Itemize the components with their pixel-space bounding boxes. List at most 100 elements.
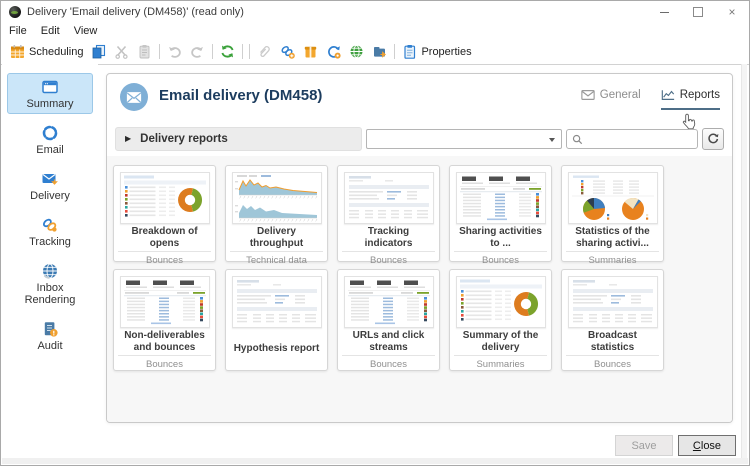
report-category: Summaries — [566, 251, 659, 270]
search-icon — [572, 134, 583, 144]
chevron-down-icon — [549, 138, 555, 142]
table-thumbnail — [231, 276, 322, 328]
kpi-table-thumbnail — [455, 172, 546, 224]
report-card-breakdown-of-opens[interactable]: Breakdown of opens Bounces — [113, 165, 216, 266]
report-card-tracking-indicators[interactable]: Tracking indicators Bounces — [337, 165, 440, 266]
save-label: Save — [631, 439, 657, 452]
delivery-icon — [41, 170, 59, 188]
report-category: Bounces — [118, 355, 211, 374]
report-category: Technical data — [230, 251, 323, 270]
scheduling-label: Scheduling — [29, 45, 84, 58]
sidebar-item-audit[interactable]: Audit — [7, 315, 93, 356]
main-area: Email delivery (DM458) General Reports — [98, 64, 748, 458]
close-label-rest: lose — [700, 439, 722, 452]
close-window-button[interactable]: × — [715, 1, 749, 23]
sidebar-item-summary[interactable]: Summary — [7, 73, 93, 114]
add-link-button[interactable] — [276, 42, 299, 61]
report-card-statistics-of-the-sharing-activi[interactable]: Statistics of the sharing activi... Summ… — [561, 165, 664, 266]
refresh-list-button[interactable] — [702, 128, 724, 150]
toolbar-separator — [242, 44, 244, 59]
email-icon — [41, 124, 59, 142]
redo-button[interactable] — [186, 42, 209, 61]
report-card-broadcast-statistics[interactable]: Broadcast statistics Bounces — [561, 269, 664, 371]
paste-button[interactable] — [133, 42, 156, 61]
table-thumbnail — [567, 276, 658, 328]
refresh-button[interactable] — [216, 42, 239, 61]
page-title: Email delivery (DM458) — [159, 87, 323, 104]
sidebar-item-tracking[interactable]: Tracking — [7, 211, 93, 252]
properties-button[interactable]: Properties — [398, 42, 475, 61]
menu-view[interactable]: View — [73, 25, 98, 37]
table-donut-thumbnail — [119, 172, 210, 224]
table-thumbnail — [343, 172, 434, 224]
kpi-table-thumbnail — [119, 276, 210, 328]
toolbar-separator — [249, 44, 251, 59]
search-box — [566, 129, 698, 149]
tab-reports[interactable]: Reports — [660, 89, 720, 110]
reports-controls-row: ▶ Delivery reports — [115, 127, 724, 151]
webapp-icon — [349, 44, 364, 59]
minimize-button[interactable] — [647, 1, 681, 23]
attachment-button[interactable] — [253, 42, 276, 61]
report-category: Bounces — [342, 251, 435, 270]
sidebar-item-email[interactable]: Email — [7, 119, 93, 160]
tab-strip: General Reports — [581, 89, 720, 129]
menu-file[interactable]: File — [9, 25, 27, 37]
app-logo-icon — [9, 6, 21, 18]
line-chart-icon — [661, 90, 674, 100]
redo-icon — [190, 44, 205, 59]
report-category: Bounces — [566, 355, 659, 374]
report-title: Statistics of the sharing activi... — [575, 226, 650, 249]
toolbar-separator — [159, 44, 161, 59]
webapp-button[interactable] — [345, 42, 368, 61]
report-card-non-deliverables-and-bounces[interactable]: Non-deliverables and bounces Bounces — [113, 269, 216, 371]
maximize-button[interactable] — [681, 1, 715, 23]
report-title: Breakdown of opens — [131, 226, 198, 249]
reload-icon — [708, 133, 719, 144]
report-card-delivery-throughput[interactable]: Delivery throughput Technical data — [225, 165, 328, 266]
sidebar-item-delivery[interactable]: Delivery — [7, 165, 93, 206]
delivery-panel: Email delivery (DM458) General Reports — [106, 73, 733, 423]
menu-bar: File Edit View — [1, 23, 749, 39]
summary-icon — [41, 78, 59, 96]
vertical-scrollbar[interactable] — [741, 64, 747, 458]
save-button[interactable]: Save — [615, 435, 673, 456]
inbox-rendering-icon — [41, 262, 59, 280]
report-category: Bounces — [118, 251, 211, 270]
sidebar-item-inbox-rendering[interactable]: Inbox Rendering — [7, 257, 93, 310]
minimize-icon — [659, 11, 669, 13]
scheduling-button[interactable]: Scheduling — [6, 42, 87, 61]
report-card-urls-and-click-streams[interactable]: URLs and click streams Bounces — [337, 269, 440, 371]
tab-general[interactable]: General — [581, 89, 641, 110]
undo-button[interactable] — [163, 42, 186, 61]
report-title: Non-deliverables and bounces — [124, 330, 205, 353]
delivery-reports-bar[interactable]: ▶ Delivery reports — [115, 127, 362, 151]
report-category: Summaries — [454, 355, 547, 374]
expand-triangle-icon[interactable]: ▶ — [125, 134, 132, 143]
toolbar-separator — [212, 44, 214, 59]
cut-button[interactable] — [110, 42, 133, 61]
report-title: Delivery throughput — [249, 226, 304, 249]
title-bar: Delivery 'Email delivery (DM458)' (read … — [1, 1, 749, 23]
export-icon — [372, 44, 387, 59]
menu-edit[interactable]: Edit — [40, 25, 60, 37]
report-card-hypothesis-report[interactable]: Hypothesis report — [225, 269, 328, 371]
tracking-icon — [41, 216, 59, 234]
package-button[interactable] — [299, 42, 322, 61]
envelope-icon — [126, 91, 142, 103]
attachment-icon — [257, 44, 272, 59]
refresh-icon — [220, 44, 235, 59]
export-button[interactable] — [368, 42, 391, 61]
report-filter-dropdown[interactable] — [366, 129, 562, 149]
report-card-sharing-activities-to[interactable]: Sharing activities to ... Bounces — [449, 165, 552, 266]
copy-button[interactable] — [87, 42, 110, 61]
undo-icon — [167, 44, 182, 59]
maximize-icon — [693, 7, 703, 17]
proof-button[interactable] — [322, 42, 345, 61]
window-bottom-strip — [2, 458, 748, 464]
search-input[interactable] — [587, 132, 692, 146]
report-title: Sharing activities to ... — [459, 226, 542, 249]
report-card-summary-of-the-delivery[interactable]: Summary of the delivery Summaries — [449, 269, 552, 371]
